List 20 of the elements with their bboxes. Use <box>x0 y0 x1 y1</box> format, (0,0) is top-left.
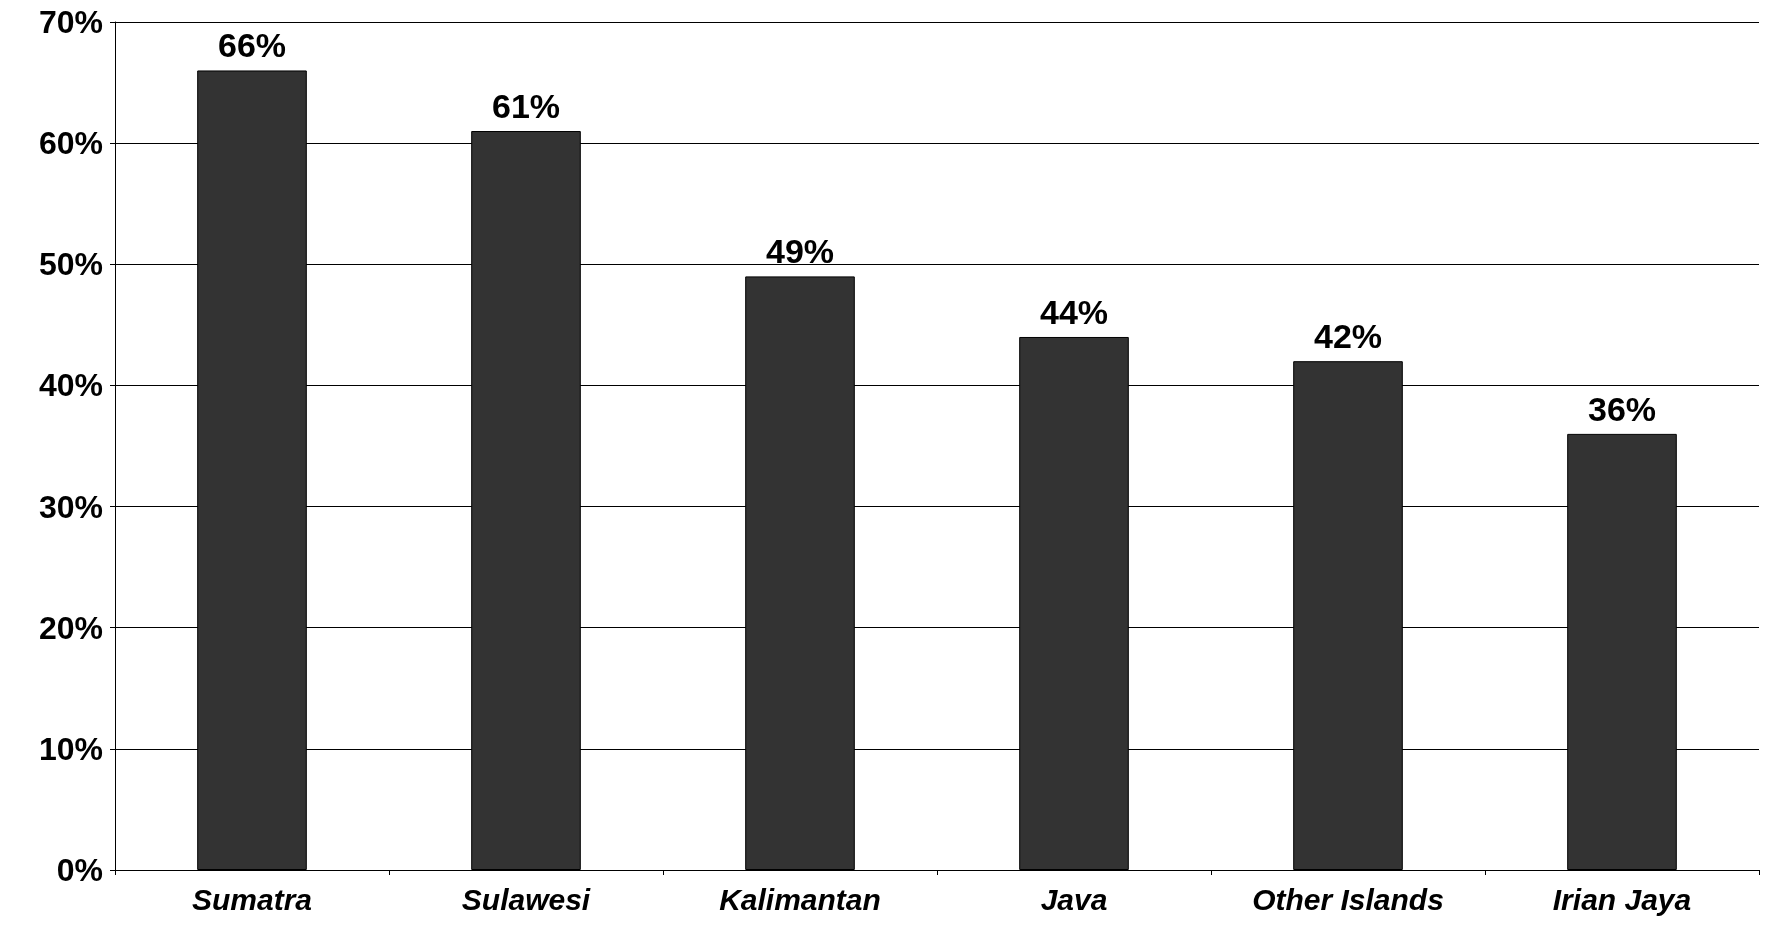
data-label: 61% <box>491 87 561 126</box>
data-label: 42% <box>1313 317 1383 356</box>
y-tick-label: 20% <box>38 609 103 646</box>
y-tick-label: 10% <box>38 730 103 767</box>
data-label: 66% <box>217 26 287 65</box>
x-tick-label: Kalimantan <box>719 882 881 916</box>
y-tick-label: 70% <box>38 4 103 40</box>
data-label: 36% <box>1587 389 1657 428</box>
data-label: 44% <box>1039 292 1109 331</box>
y-tick-label: 50% <box>38 246 103 283</box>
y-tick-label: 40% <box>38 367 103 404</box>
y-tick-label: 30% <box>38 488 103 525</box>
data-label: 49% <box>765 232 835 271</box>
x-tick-label: Other Islands <box>1252 882 1444 916</box>
y-tick-label: 0% <box>56 852 103 888</box>
y-tick-label: 60% <box>38 125 103 162</box>
x-tick-label: Irian Jaya <box>1552 882 1692 916</box>
x-tick-label: Java <box>1040 882 1108 916</box>
x-tick-label: Sumatra <box>191 882 313 916</box>
x-tick-label: Sulawesi <box>461 882 591 916</box>
